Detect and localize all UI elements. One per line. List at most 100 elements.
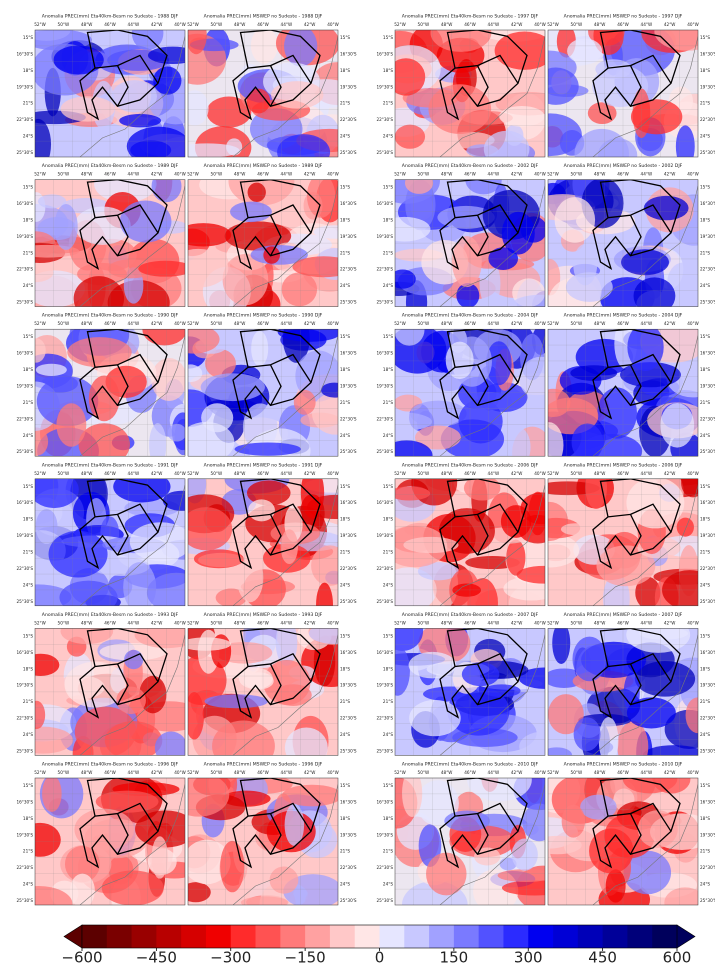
- lat-label: 15°S: [383, 334, 393, 339]
- lon-label: 52°W: [394, 471, 406, 476]
- colorbar-swatch: [528, 925, 553, 948]
- lat-label: 19°30'S: [16, 832, 33, 837]
- lat-label: 18°S: [383, 816, 393, 821]
- lon-label: 48°W: [234, 321, 246, 326]
- lon-label: 48°W: [594, 321, 606, 326]
- lon-label: 52°W: [34, 471, 46, 476]
- anomaly-blob: [390, 270, 416, 289]
- lat-label: 18°S: [383, 517, 393, 522]
- lon-label: 40°W: [687, 770, 699, 775]
- lat-label: 21°S: [383, 250, 393, 255]
- lat-label: 16°30'S: [700, 201, 715, 206]
- lat-label: 21°S: [23, 849, 33, 854]
- colorbar-swatch: [256, 925, 281, 948]
- panel-title: Anomalia PREC(mm) MSWEP no Sudeste - 199…: [204, 313, 323, 319]
- anomaly-blob: [198, 553, 244, 567]
- lat-label: 22°30'S: [700, 865, 715, 870]
- anomaly-blob: [595, 59, 631, 79]
- anomaly-blob: [474, 848, 500, 866]
- lat-label: 21°S: [700, 101, 710, 106]
- lat-label: 25°30'S: [16, 300, 33, 305]
- lon-label: 52°W: [394, 172, 406, 177]
- lon-label: 46°W: [617, 321, 629, 326]
- colorbar-tick-label: 300: [514, 949, 543, 963]
- lon-label: 44°W: [641, 770, 653, 775]
- lon-label: 46°W: [257, 321, 269, 326]
- field: [521, 466, 715, 624]
- lat-label: 22°30'S: [376, 566, 393, 571]
- lat-label: 22°30'S: [376, 416, 393, 421]
- lat-label: 19°30'S: [16, 383, 33, 388]
- lon-label: 42°W: [664, 471, 676, 476]
- lat-label: 15°S: [383, 633, 393, 638]
- colorbar-tick-label: −600: [61, 949, 102, 963]
- lat-label: 15°S: [383, 783, 393, 788]
- lon-label: 40°W: [174, 471, 186, 476]
- lon-label: 50°W: [211, 22, 223, 27]
- lat-label: 15°S: [23, 633, 33, 638]
- lon-label: 48°W: [441, 321, 453, 326]
- lat-label: 24°S: [23, 732, 33, 737]
- lon-label: 50°W: [58, 471, 70, 476]
- anomaly-blob: [102, 870, 164, 905]
- anomaly-blob: [483, 684, 521, 697]
- lon-label: 50°W: [418, 321, 430, 326]
- lat-label: 18°S: [700, 217, 710, 222]
- map-panel: Anomalia PREC(mm) Eta40km-Besm no Sudest…: [376, 611, 568, 762]
- lat-label: 15°S: [700, 35, 710, 40]
- lat-label: 25°30'S: [16, 599, 33, 604]
- lon-label: 42°W: [151, 172, 163, 177]
- anomaly-blob: [676, 125, 695, 167]
- lat-label: 15°S: [383, 484, 393, 489]
- panel-title: Anomalia PREC(mm) MSWEP no Sudeste - 200…: [564, 313, 683, 319]
- field: [382, 611, 569, 762]
- lon-label: 52°W: [394, 321, 406, 326]
- map-panel: Anomalia PREC(mm) Eta40km-Besm no Sudest…: [376, 758, 570, 929]
- map-panel: Anomalia PREC(mm) MSWEP no Sudeste - 199…: [168, 762, 357, 926]
- colorbar-swatch: [429, 925, 454, 948]
- anomaly-blob: [205, 694, 269, 708]
- panel-title: Anomalia PREC(mm) Eta40km-Besm no Sudest…: [402, 462, 539, 468]
- lon-label: 44°W: [281, 620, 293, 625]
- lon-label: 52°W: [547, 172, 559, 177]
- lon-label: 44°W: [128, 22, 140, 27]
- lon-label: 46°W: [617, 22, 629, 27]
- lat-label: 25°30'S: [700, 599, 715, 604]
- lon-label: 50°W: [418, 620, 430, 625]
- lon-label: 48°W: [441, 22, 453, 27]
- field: [168, 17, 362, 170]
- lon-label: 48°W: [234, 22, 246, 27]
- anomaly-blob: [241, 896, 289, 908]
- lat-label: 16°30'S: [700, 799, 715, 804]
- lat-label: 21°S: [23, 699, 33, 704]
- field: [168, 764, 344, 926]
- lon-label: 50°W: [571, 321, 583, 326]
- lat-label: 15°S: [700, 783, 710, 788]
- lon-label: 52°W: [187, 620, 199, 625]
- lat-label: 25°30'S: [700, 150, 715, 155]
- lat-label: 25°30'S: [376, 300, 393, 305]
- lat-label: 22°30'S: [700, 716, 715, 721]
- colorbar-swatch: [132, 925, 157, 948]
- lon-label: 50°W: [211, 321, 223, 326]
- lon-label: 44°W: [488, 471, 500, 476]
- colorbar-swatch: [553, 925, 578, 948]
- lat-label: 16°30'S: [16, 201, 33, 206]
- lat-label: 19°30'S: [700, 832, 715, 837]
- colorbar-tick-label: 600: [663, 949, 692, 963]
- lon-label: 44°W: [641, 620, 653, 625]
- lat-label: 18°S: [383, 68, 393, 73]
- panel-title: Anomalia PREC(mm) Eta40km-Besm no Sudest…: [402, 762, 539, 768]
- lat-label: 18°S: [700, 666, 710, 671]
- lat-label: 22°30'S: [700, 267, 715, 272]
- lon-label: 44°W: [641, 22, 653, 27]
- panel-title: Anomalia PREC(mm) Eta40km-Besm no Sudest…: [402, 14, 539, 20]
- anomaly-blob: [235, 443, 301, 456]
- lat-label: 19°30'S: [376, 683, 393, 688]
- anomaly-blob: [42, 775, 62, 812]
- lat-label: 24°S: [700, 433, 710, 438]
- map-panel: Anomalia PREC(mm) MSWEP no Sudeste - 199…: [167, 313, 363, 474]
- lat-label: 15°S: [340, 35, 350, 40]
- map-panel: Anomalia PREC(mm) Eta40km-Besm no Sudest…: [5, 762, 197, 922]
- lat-label: 21°S: [383, 699, 393, 704]
